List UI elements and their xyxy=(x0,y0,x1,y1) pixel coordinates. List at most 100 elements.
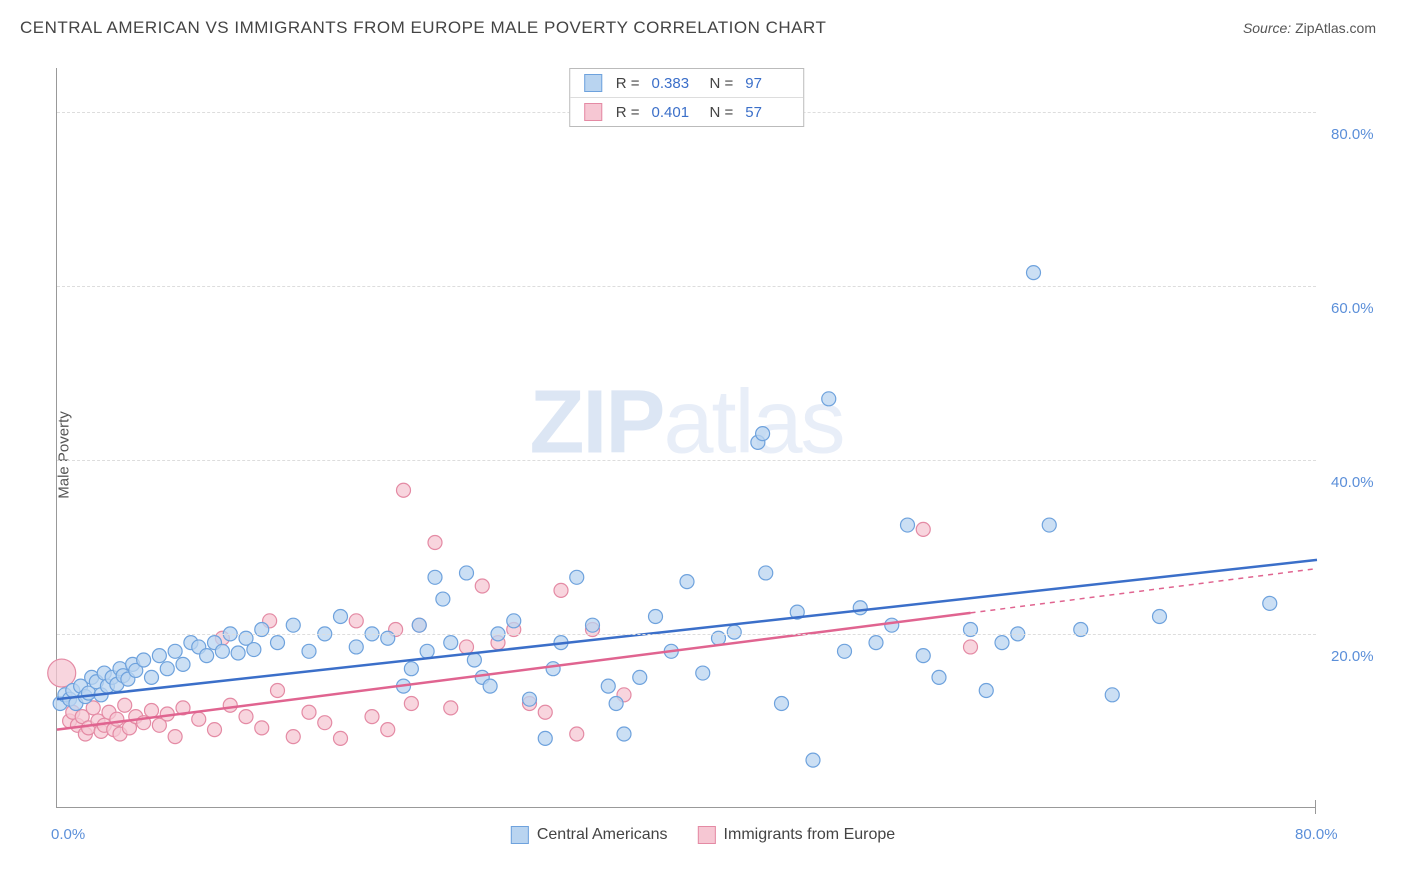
r-label: R = xyxy=(616,104,640,121)
scatter-point xyxy=(247,643,261,657)
scatter-point xyxy=(420,644,434,658)
stats-swatch-0 xyxy=(584,74,602,92)
scatter-point xyxy=(231,646,245,660)
scatter-point xyxy=(223,698,237,712)
scatter-point xyxy=(775,697,789,711)
scatter-point xyxy=(570,727,584,741)
chart-source: Source: ZipAtlas.com xyxy=(1243,20,1376,36)
scatter-point xyxy=(932,670,946,684)
scatter-point xyxy=(160,662,174,676)
scatter-point xyxy=(428,570,442,584)
scatter-point xyxy=(586,618,600,632)
scatter-point xyxy=(302,644,316,658)
scatter-point xyxy=(617,727,631,741)
scatter-point xyxy=(208,723,222,737)
scatter-point xyxy=(168,644,182,658)
r-value-1: 0.401 xyxy=(652,104,696,121)
scatter-point xyxy=(349,614,363,628)
n-label: N = xyxy=(710,104,734,121)
stats-legend: R = 0.383 N = 97 R = 0.401 N = 57 xyxy=(569,68,805,127)
scatter-point xyxy=(806,753,820,767)
plot-area: ZIPatlas R = 0.383 N = 97 R = 0.401 N = … xyxy=(56,68,1316,808)
scatter-point xyxy=(1027,266,1041,280)
scatter-point xyxy=(412,618,426,632)
grid-line xyxy=(57,460,1316,461)
scatter-point xyxy=(756,427,770,441)
scatter-point xyxy=(460,566,474,580)
source-name: ZipAtlas.com xyxy=(1295,20,1376,36)
scatter-point xyxy=(979,683,993,697)
y-tick-label: 20.0% xyxy=(1331,648,1374,665)
scatter-point xyxy=(302,705,316,719)
scatter-point xyxy=(428,535,442,549)
stats-swatch-1 xyxy=(584,103,602,121)
scatter-point xyxy=(507,614,521,628)
n-value-0: 97 xyxy=(745,75,789,92)
scatter-point xyxy=(475,579,489,593)
scatter-point xyxy=(381,723,395,737)
scatter-point xyxy=(436,592,450,606)
scatter-point xyxy=(145,670,159,684)
grid-line xyxy=(57,634,1316,635)
legend-swatch-0 xyxy=(511,826,529,844)
scatter-point xyxy=(759,566,773,580)
scatter-point xyxy=(110,712,124,726)
n-value-1: 57 xyxy=(745,104,789,121)
scatter-point xyxy=(200,649,214,663)
scatter-point xyxy=(334,609,348,623)
scatter-point xyxy=(137,653,151,667)
scatter-point xyxy=(145,703,159,717)
scatter-point xyxy=(570,570,584,584)
scatter-point xyxy=(365,710,379,724)
stats-row-1: R = 0.401 N = 57 xyxy=(570,97,804,126)
plot-svg xyxy=(57,68,1316,807)
legend-item-0: Central Americans xyxy=(511,826,668,844)
y-tick-label: 80.0% xyxy=(1331,126,1374,143)
n-label: N = xyxy=(710,75,734,92)
scatter-point xyxy=(239,710,253,724)
scatter-point xyxy=(48,659,76,687)
scatter-point xyxy=(554,583,568,597)
scatter-point xyxy=(349,640,363,654)
scatter-point xyxy=(271,683,285,697)
scatter-point xyxy=(546,662,560,676)
scatter-point xyxy=(649,609,663,623)
scatter-point xyxy=(271,636,285,650)
stats-row-0: R = 0.383 N = 97 xyxy=(570,69,804,97)
scatter-point xyxy=(523,692,537,706)
legend-item-1: Immigrants from Europe xyxy=(698,826,896,844)
scatter-point xyxy=(255,721,269,735)
legend-label-1: Immigrants from Europe xyxy=(724,826,896,844)
x-tick-max: 80.0% xyxy=(1295,826,1338,843)
legend-swatch-1 xyxy=(698,826,716,844)
scatter-point xyxy=(334,731,348,745)
scatter-point xyxy=(318,716,332,730)
r-label: R = xyxy=(616,75,640,92)
scatter-point xyxy=(286,618,300,632)
scatter-point xyxy=(444,701,458,715)
scatter-point xyxy=(538,705,552,719)
scatter-point xyxy=(964,640,978,654)
scatter-point xyxy=(838,644,852,658)
chart-container: Male Poverty ZIPatlas R = 0.383 N = 97 R… xyxy=(20,60,1386,850)
scatter-point xyxy=(286,730,300,744)
y-tick-label: 40.0% xyxy=(1331,474,1374,491)
scatter-point xyxy=(901,518,915,532)
scatter-point xyxy=(822,392,836,406)
grid-line xyxy=(57,286,1316,287)
scatter-point xyxy=(404,662,418,676)
scatter-point xyxy=(168,730,182,744)
scatter-point xyxy=(1153,609,1167,623)
scatter-point xyxy=(176,657,190,671)
scatter-point xyxy=(995,636,1009,650)
scatter-point xyxy=(680,575,694,589)
scatter-point xyxy=(404,697,418,711)
scatter-point xyxy=(869,636,883,650)
x-tick-min: 0.0% xyxy=(51,826,85,843)
chart-title: CENTRAL AMERICAN VS IMMIGRANTS FROM EURO… xyxy=(20,18,826,38)
scatter-point xyxy=(853,601,867,615)
scatter-point xyxy=(1263,596,1277,610)
legend-label-0: Central Americans xyxy=(537,826,668,844)
scatter-point xyxy=(215,644,229,658)
scatter-point xyxy=(460,640,474,654)
